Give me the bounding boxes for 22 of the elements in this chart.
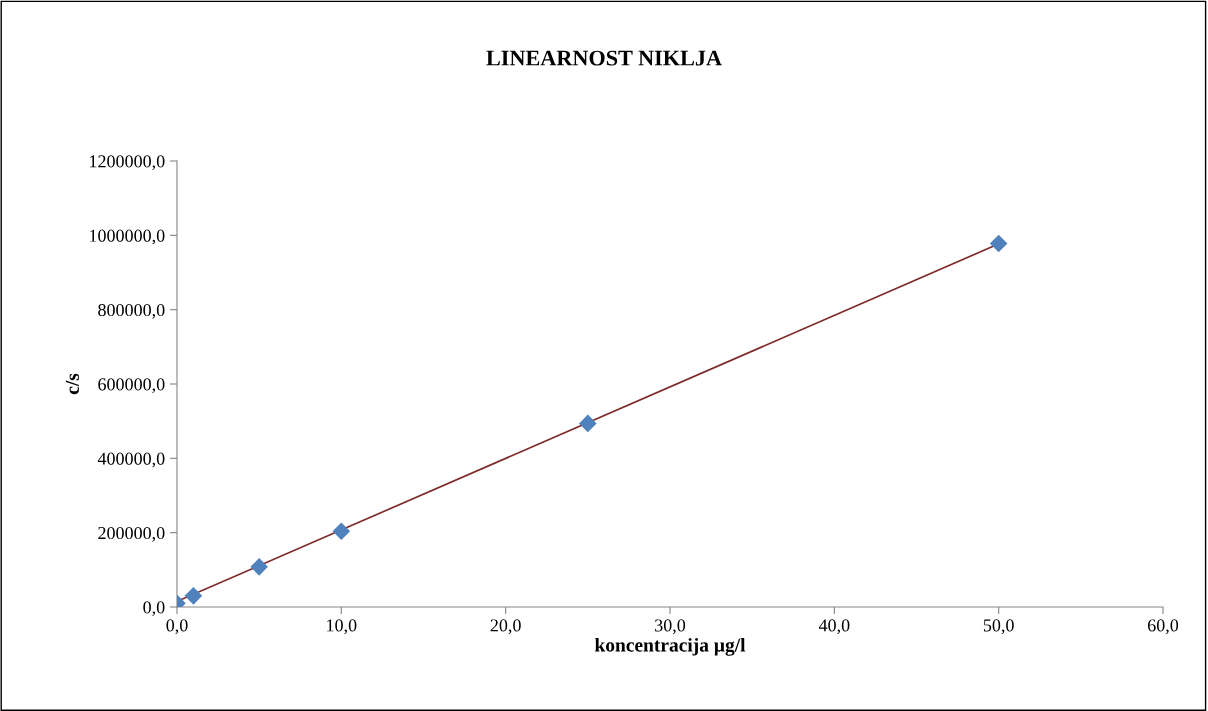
point	[989, 234, 1008, 253]
y-axis-title: c/s	[65, 373, 79, 395]
x-tick-label: 40,0	[818, 619, 850, 635]
x-tick-label: 0,0	[166, 619, 188, 635]
chart-title: LINEARNOST NIKLJA	[486, 50, 722, 66]
y-tick-label: 400000,0	[97, 452, 165, 468]
point	[184, 587, 203, 605]
point	[579, 414, 597, 433]
x-tick-label: 30,0	[655, 619, 686, 635]
x-axis-title: koncentracija µg/l	[594, 637, 746, 656]
y-tick-label: 1200000,0	[90, 155, 165, 171]
point	[250, 558, 268, 576]
y-tick-label: 200000,0	[98, 526, 165, 542]
x-tick-label: 60,0	[1147, 619, 1179, 635]
x-tick-label: 10,0	[327, 619, 357, 635]
x-tick-label: 20,0	[490, 619, 521, 635]
y-tick-label: 0,0	[143, 601, 165, 617]
point	[332, 522, 351, 540]
y-tick-label: 600000,0	[98, 378, 165, 394]
y-tick-label: 800000,0	[98, 303, 165, 319]
x-tick-label: 50,0	[983, 619, 1014, 635]
y-tick-label: 1000000,0	[90, 229, 165, 245]
